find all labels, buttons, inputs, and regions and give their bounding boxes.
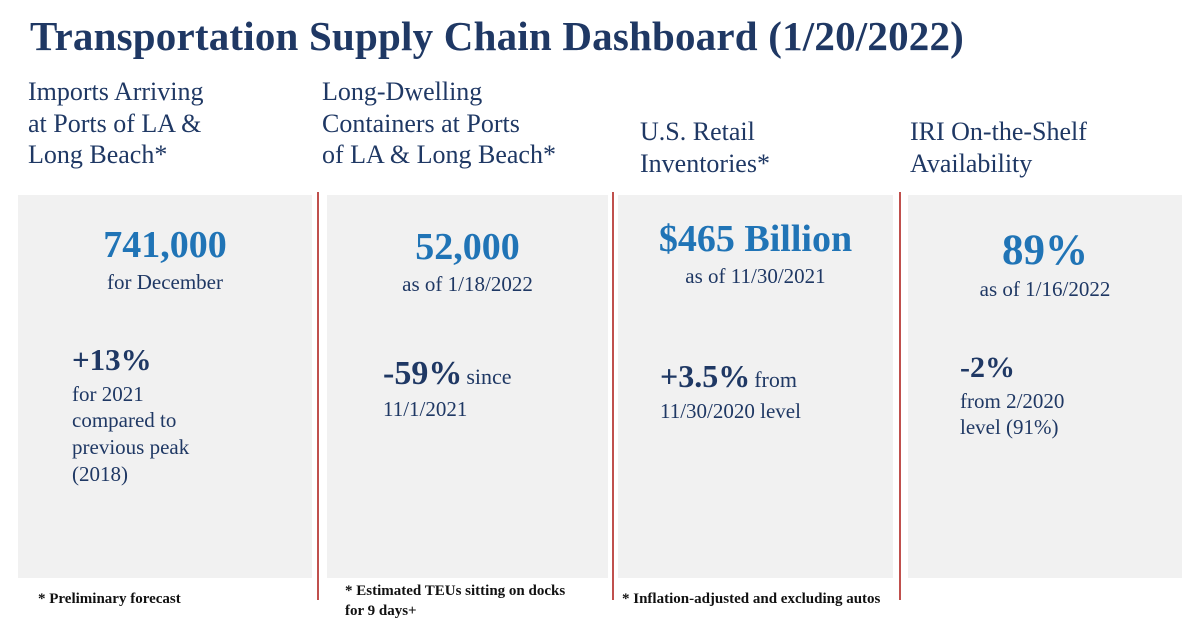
footnote-dwelling: * Estimated TEUs sitting on docks for 9 d… bbox=[345, 583, 566, 619]
stat-retail-delta-caption: 11/30/2020 level bbox=[660, 398, 801, 423]
divider-line-1 bbox=[317, 192, 319, 600]
stat-imports-primary: 741,000 for December bbox=[18, 224, 312, 295]
column-header-iri-availability: IRI On-the-Shelf Availability bbox=[910, 117, 1087, 178]
stat-dwelling-delta-caption: 11/1/2021 bbox=[383, 396, 468, 421]
stat-dwelling-caption: as of 1/18/2022 bbox=[402, 271, 533, 296]
panel-long-dwelling bbox=[327, 195, 608, 578]
stat-dwelling-secondary: -59% since 11/1/2021 bbox=[383, 356, 603, 423]
panel-retail-inventories bbox=[618, 195, 893, 578]
stat-imports-caption: for December bbox=[106, 269, 223, 294]
footnote-retail: * Inflation-adjusted and excluding autos bbox=[622, 591, 881, 607]
stat-imports-secondary: +13% for 2021 compared to previous peak (20… bbox=[72, 342, 242, 488]
stat-retail-primary: $465 Billion as of 11/30/2021 bbox=[618, 218, 893, 289]
stat-imports-value: 741,000 bbox=[103, 224, 227, 266]
stat-retail-secondary: +3.5% from 11/30/2020 level bbox=[660, 358, 890, 424]
stat-iri-delta: -2% bbox=[960, 351, 1015, 384]
stat-retail-value: $465 Billion bbox=[658, 218, 853, 260]
stat-retail-caption: as of 11/30/2021 bbox=[685, 263, 826, 288]
footnote-imports: * Preliminary forecast bbox=[38, 591, 181, 607]
column-header-long-dwelling: Long-Dwelling Containers at Ports of LA & … bbox=[322, 77, 556, 170]
column-header-imports: Imports Arriving at Ports of LA & Long Bea… bbox=[28, 77, 204, 170]
stat-imports-delta: +13% bbox=[72, 342, 152, 377]
stat-iri-delta-caption: from 2/2020 level (91%) bbox=[960, 388, 1065, 440]
stat-iri-secondary: -2% from 2/2020 level (91%) bbox=[960, 352, 1140, 441]
column-header-retail-inventories: U.S. Retail Inventories* bbox=[640, 117, 770, 178]
stat-iri-primary: 89% as of 1/16/2022 bbox=[908, 228, 1182, 302]
page-title: Transportation Supply Chain Dashboard (1… bbox=[30, 13, 965, 59]
stat-retail-delta-suffix: from bbox=[754, 367, 797, 392]
stat-retail-delta: +3.5% bbox=[660, 358, 751, 394]
stat-dwelling-delta: -59% bbox=[383, 355, 463, 392]
divider-line-2 bbox=[612, 192, 614, 600]
panel-iri-availability bbox=[908, 195, 1182, 578]
stat-iri-caption: as of 1/16/2022 bbox=[979, 277, 1111, 302]
panel-imports bbox=[18, 195, 312, 578]
stat-dwelling-delta-suffix: since bbox=[466, 364, 512, 389]
stat-iri-value: 89% bbox=[1002, 227, 1088, 274]
stat-dwelling-primary: 52,000 as of 1/18/2022 bbox=[327, 226, 608, 297]
stat-imports-delta-caption: for 2021 compared to previous peak (2018) bbox=[72, 381, 190, 487]
stat-dwelling-value: 52,000 bbox=[415, 226, 520, 268]
divider-line-3 bbox=[899, 192, 901, 600]
